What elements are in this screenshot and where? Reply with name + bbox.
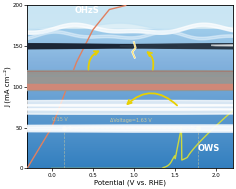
Circle shape (0, 73, 236, 83)
Circle shape (0, 43, 177, 49)
Text: 0.15 V: 0.15 V (52, 117, 68, 122)
Circle shape (0, 79, 236, 87)
Circle shape (0, 72, 236, 80)
Circle shape (0, 80, 236, 85)
Text: OWS: OWS (198, 143, 220, 153)
Circle shape (0, 76, 236, 83)
Y-axis label: J (mA cm⁻²): J (mA cm⁻²) (4, 67, 11, 107)
Circle shape (0, 81, 236, 89)
Circle shape (0, 77, 236, 83)
Circle shape (0, 73, 236, 80)
Circle shape (211, 45, 236, 46)
Circle shape (0, 74, 236, 84)
Circle shape (0, 74, 236, 81)
Circle shape (0, 72, 236, 78)
Circle shape (79, 43, 236, 49)
Circle shape (0, 74, 236, 83)
Circle shape (0, 72, 236, 81)
Circle shape (0, 75, 236, 85)
Circle shape (0, 72, 236, 79)
Circle shape (0, 77, 236, 86)
Circle shape (0, 76, 236, 83)
Circle shape (0, 125, 236, 131)
Circle shape (0, 105, 236, 110)
Circle shape (0, 73, 236, 79)
Circle shape (0, 72, 236, 79)
Circle shape (0, 73, 236, 83)
Circle shape (0, 83, 236, 89)
Circle shape (0, 72, 236, 79)
Circle shape (0, 70, 236, 81)
Circle shape (0, 77, 236, 86)
Circle shape (0, 126, 236, 132)
Circle shape (0, 72, 236, 79)
Circle shape (0, 72, 236, 81)
X-axis label: Potential (V vs. RHE): Potential (V vs. RHE) (94, 179, 166, 186)
Circle shape (0, 81, 236, 86)
Circle shape (0, 74, 236, 84)
Circle shape (0, 82, 236, 88)
Circle shape (0, 77, 236, 86)
FancyArrowPatch shape (148, 52, 153, 70)
Circle shape (0, 76, 236, 82)
Circle shape (0, 83, 236, 89)
Circle shape (0, 81, 236, 91)
Circle shape (0, 100, 236, 106)
Circle shape (0, 74, 236, 80)
Circle shape (0, 78, 236, 84)
FancyArrowPatch shape (88, 51, 98, 70)
Text: ΔVoltage=1.63 V: ΔVoltage=1.63 V (110, 118, 152, 123)
FancyArrowPatch shape (127, 93, 177, 105)
Text: OHzS: OHzS (75, 6, 99, 15)
Circle shape (0, 74, 236, 81)
Circle shape (0, 43, 136, 49)
Circle shape (0, 75, 236, 83)
Circle shape (0, 81, 236, 87)
Circle shape (0, 81, 236, 90)
Circle shape (0, 77, 236, 85)
Circle shape (0, 73, 236, 83)
Circle shape (0, 81, 236, 89)
Circle shape (120, 43, 236, 49)
Circle shape (0, 108, 236, 114)
Circle shape (0, 73, 236, 81)
Circle shape (0, 74, 236, 82)
